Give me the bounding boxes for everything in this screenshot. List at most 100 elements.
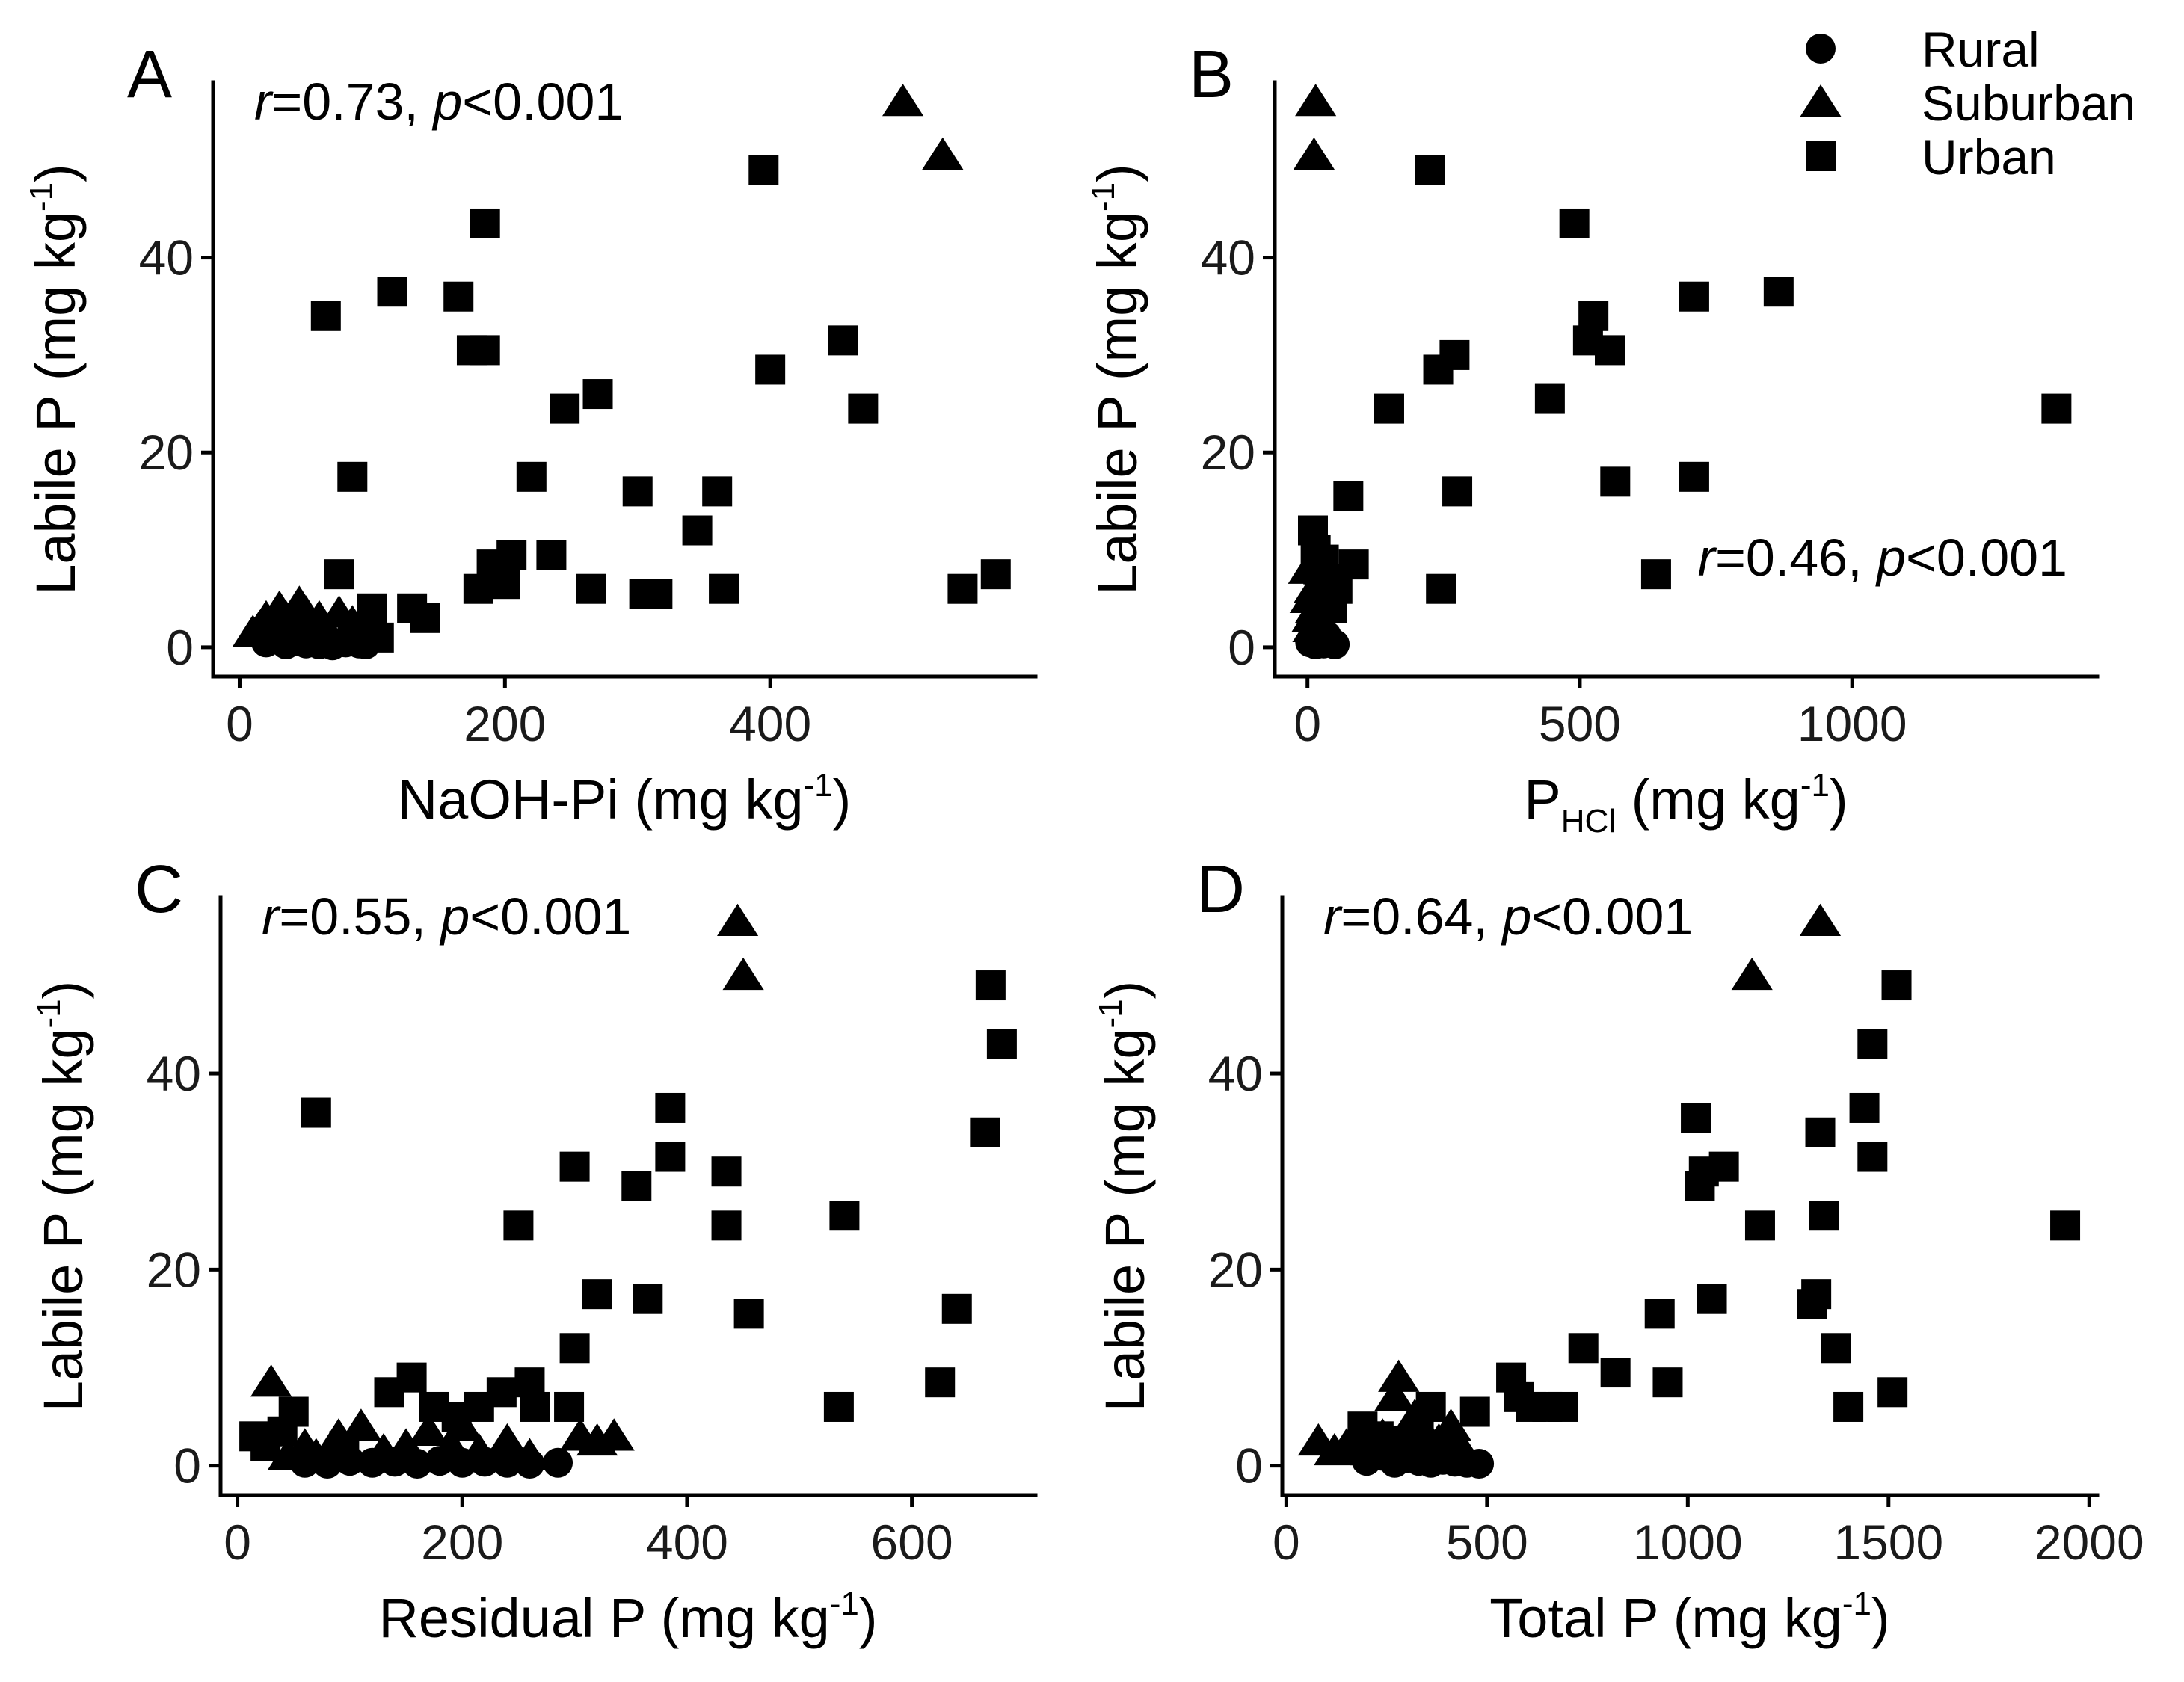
y-axis-title: Labile P (mg kg-1) (1085, 164, 1148, 595)
point-urban (823, 1391, 854, 1422)
x-axis-title: Total P (mg kg-1) (1489, 1586, 1889, 1649)
point-urban (1763, 277, 1794, 307)
point-urban (702, 476, 733, 507)
point-suburban (385, 1428, 427, 1461)
point-urban (1578, 301, 1609, 331)
point-urban (1427, 1431, 1458, 1461)
point-urban (947, 573, 978, 604)
point-urban (1652, 1367, 1683, 1398)
point-urban (357, 593, 387, 623)
point-urban (711, 1210, 742, 1241)
x-tick-label: 200 (464, 696, 546, 751)
point-suburban (722, 957, 764, 991)
x-tick-label: 0 (1273, 1515, 1300, 1570)
point-suburban (1799, 903, 1842, 936)
point-urban (682, 515, 713, 546)
panel-label: A (127, 37, 172, 112)
point-urban (520, 1391, 550, 1422)
point-urban (278, 1396, 309, 1427)
point-urban (337, 461, 368, 492)
point-urban (633, 1284, 663, 1314)
panel-label: C (135, 852, 183, 927)
point-urban (1426, 573, 1456, 604)
point-urban (828, 325, 858, 356)
point-urban (324, 559, 354, 590)
x-axis-title: NaOH-Pi (mg kg-1) (398, 767, 852, 831)
point-suburban (250, 1364, 292, 1397)
point-urban (1600, 466, 1631, 497)
y-tick-label: 0 (173, 1438, 201, 1494)
point-urban (1338, 549, 1369, 580)
y-tick-label: 20 (147, 1242, 201, 1297)
y-tick-label: 20 (1208, 1242, 1263, 1297)
point-urban (1833, 1391, 1864, 1422)
point-urban (496, 540, 527, 570)
point-urban (576, 573, 606, 604)
point-urban (582, 1279, 612, 1310)
point-urban (848, 393, 879, 424)
point-urban (655, 1092, 686, 1123)
point-urban (986, 1029, 1017, 1059)
point-urban (1881, 970, 1912, 1001)
point-urban (1333, 481, 1364, 511)
point-suburban (407, 1413, 449, 1446)
point-urban (1415, 155, 1445, 185)
point-urban (1595, 335, 1625, 366)
x-tick-label: 1500 (1833, 1515, 1943, 1570)
point-urban (559, 1151, 590, 1182)
point-suburban (295, 1438, 337, 1470)
legend-label-suburban: Suburban (1922, 76, 2135, 131)
point-urban (301, 1097, 331, 1128)
x-tick-label: 500 (1446, 1515, 1528, 1570)
point-urban (554, 1391, 585, 1422)
point-urban (1744, 1210, 1775, 1241)
point-urban (1679, 461, 1709, 492)
point-urban (329, 1431, 360, 1461)
correlation-annotation: r=0.46, p<0.001 (1698, 529, 2067, 587)
point-urban (980, 559, 1011, 590)
point-urban (1697, 1284, 1727, 1314)
point-suburban (1378, 1359, 1420, 1392)
x-axis-title: PHCl (mg kg-1) (1524, 767, 1848, 840)
point-urban (1415, 1391, 1446, 1422)
correlation-annotation: r=0.73, p<0.001 (254, 73, 624, 131)
x-tick-label: 0 (226, 696, 253, 751)
x-tick-label: 1000 (1797, 696, 1907, 751)
point-urban (733, 1299, 764, 1329)
point-urban (516, 461, 547, 492)
x-tick-label: 2000 (2034, 1515, 2144, 1570)
point-urban (1600, 1358, 1631, 1388)
x-tick-label: 0 (224, 1515, 251, 1570)
point-urban (621, 1171, 652, 1201)
point-suburban (716, 903, 759, 936)
legend-suburban-icon (1800, 84, 1842, 117)
point-urban (1640, 559, 1671, 590)
point-urban (642, 579, 673, 609)
point-suburban (593, 1418, 635, 1451)
point-suburban (267, 1438, 309, 1470)
point-urban (470, 208, 500, 238)
data-points (1288, 84, 2072, 659)
point-urban (310, 301, 341, 331)
point-urban (550, 393, 580, 424)
point-urban (1534, 383, 1565, 414)
point-urban (622, 476, 653, 507)
point-urban (1548, 1391, 1578, 1422)
point-urban (503, 1210, 534, 1241)
x-tick-label: 500 (1539, 696, 1621, 751)
point-urban (1877, 1377, 1908, 1408)
point-urban (2050, 1210, 2081, 1241)
point-urban (711, 1156, 742, 1187)
point-suburban (922, 137, 964, 170)
x-axis-title: Residual P (mg kg-1) (378, 1586, 877, 1649)
legend-urban-icon (1806, 141, 1836, 171)
y-tick-label: 0 (166, 620, 194, 675)
point-suburban (508, 1438, 551, 1470)
correlation-annotation: r=0.64, p<0.001 (1323, 887, 1693, 946)
point-urban (748, 155, 779, 185)
data-points (1297, 903, 2081, 1479)
